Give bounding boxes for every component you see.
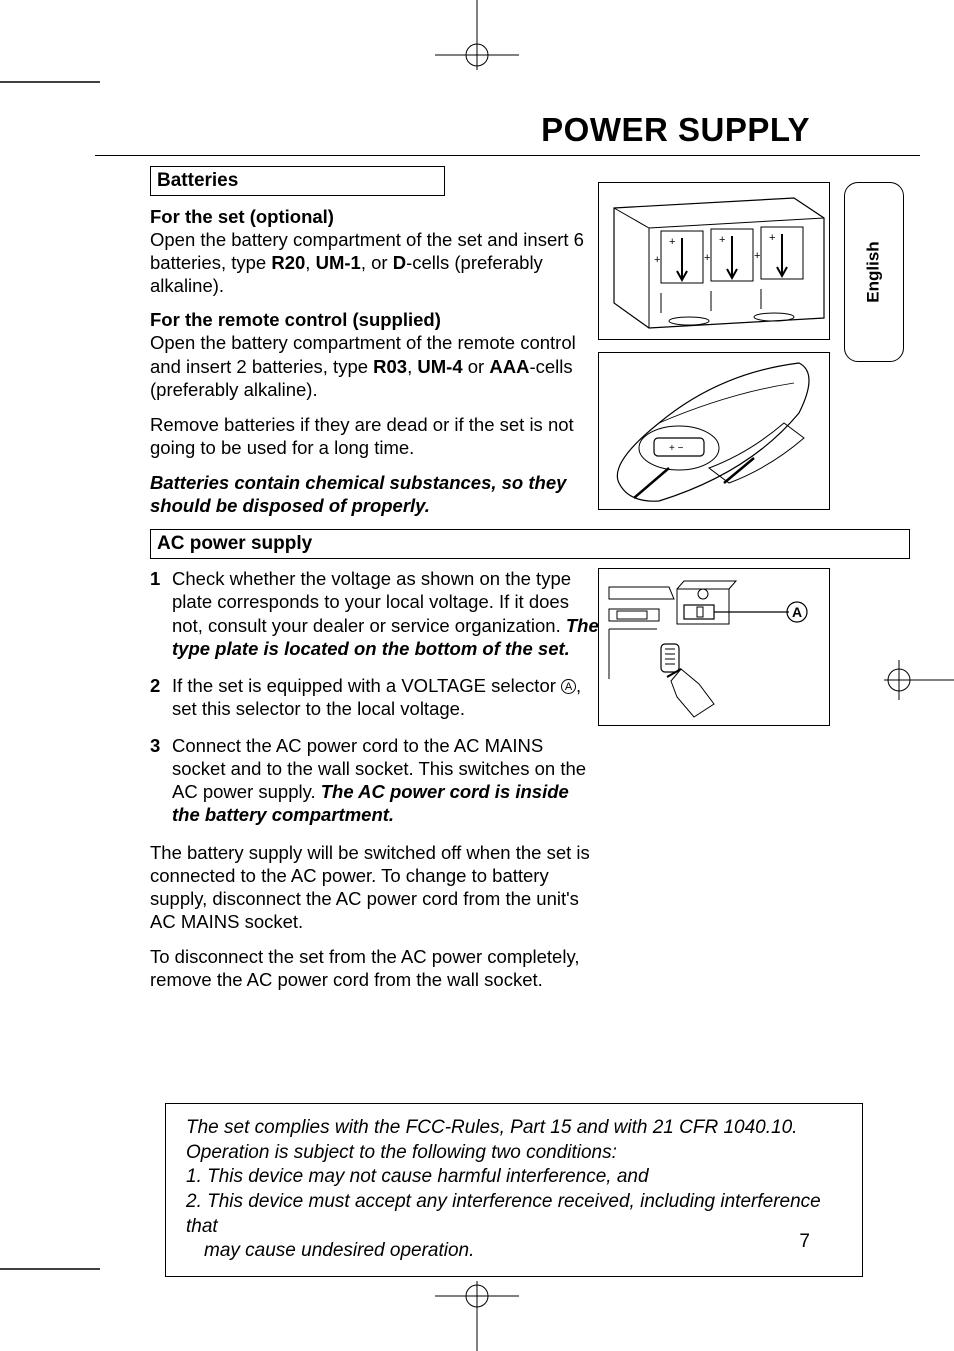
crop-mark-top xyxy=(417,0,537,70)
svg-text:+: + xyxy=(669,236,675,248)
compliance-intro: The set complies with the FCC-Rules, Par… xyxy=(186,1116,842,1165)
subhead-for-remote: For the remote control (supplied) xyxy=(150,309,600,331)
para-remove-batteries: Remove batteries if they are dead or if … xyxy=(150,413,600,459)
svg-text:+: + xyxy=(654,254,660,266)
svg-text:+: + xyxy=(719,234,725,246)
language-tab: English xyxy=(844,182,904,362)
section-header-ac: AC power supply xyxy=(150,529,910,559)
para-battery-warning: Batteries contain chemical substances, s… xyxy=(150,471,600,517)
figure-battery-compartment: + + + + + + xyxy=(598,182,830,340)
ac-section-body: 1 Check whether the voltage as shown on … xyxy=(150,567,600,991)
step-number: 3 xyxy=(150,734,160,757)
step-3: 3 Connect the AC power cord to the AC MA… xyxy=(150,734,600,827)
page-title: POWER SUPPLY xyxy=(541,111,810,149)
crop-mark-bottom xyxy=(417,1281,537,1351)
svg-text:+: + xyxy=(754,250,760,262)
page-number: 7 xyxy=(799,1231,810,1253)
para-set-batteries: Open the battery compartment of the set … xyxy=(150,228,600,297)
compliance-item-2: 2. This device must accept any interfere… xyxy=(186,1190,842,1239)
crop-mark-left-bottom xyxy=(0,1265,100,1273)
compliance-item-1: 1. This device may not cause harmful int… xyxy=(186,1165,842,1190)
fcc-compliance-box: The set complies with the FCC-Rules, Par… xyxy=(165,1103,863,1277)
step-2: 2 If the set is equipped with a VOLTAGE … xyxy=(150,674,600,720)
para-battery-switched-off: The battery supply will be switched off … xyxy=(150,841,600,934)
compliance-item-2-cont: may cause undesired operation. xyxy=(186,1239,842,1264)
svg-text:+ −: + − xyxy=(669,443,684,454)
figure3-label: A xyxy=(792,604,802,620)
subhead-for-set: For the set (optional) xyxy=(150,206,600,228)
circled-a-icon: A xyxy=(561,679,576,694)
section-header-batteries: Batteries xyxy=(150,166,445,196)
language-label: English xyxy=(864,241,884,302)
step-number: 1 xyxy=(150,567,160,590)
ac-steps-list: 1 Check whether the voltage as shown on … xyxy=(150,567,600,826)
step-1: 1 Check whether the voltage as shown on … xyxy=(150,567,600,660)
para-disconnect: To disconnect the set from the AC power … xyxy=(150,945,600,991)
figure-voltage-selector: A xyxy=(598,568,830,726)
para-remote-batteries: Open the battery compartment of the remo… xyxy=(150,331,600,400)
crop-mark-left-top xyxy=(0,78,100,86)
batteries-section-body: For the set (optional) Open the battery … xyxy=(150,206,600,517)
page-header: POWER SUPPLY xyxy=(95,78,920,156)
step-number: 2 xyxy=(150,674,160,697)
page-container: POWER SUPPLY English + + + xyxy=(95,78,920,1273)
figure-remote-batteries: + − xyxy=(598,352,830,510)
svg-text:+: + xyxy=(769,232,775,244)
svg-text:+: + xyxy=(704,252,710,264)
content-area: English + + + xyxy=(95,166,920,991)
